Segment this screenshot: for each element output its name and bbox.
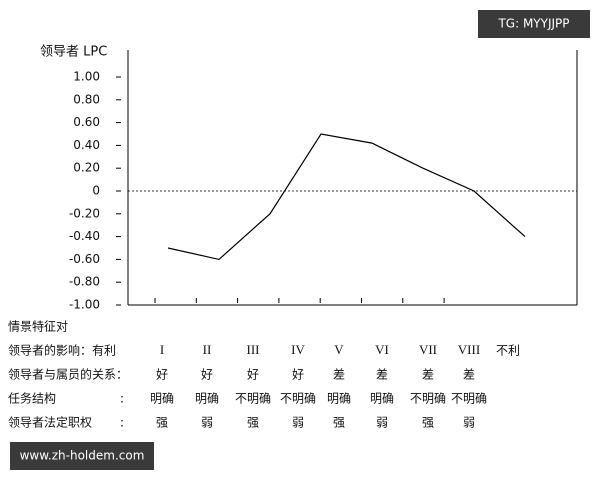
y-tick-label: 0.20 [73, 161, 100, 175]
cell: V [334, 342, 344, 357]
cell: 弱 [201, 416, 213, 430]
cell: 强 [156, 416, 168, 430]
row-sep: : [120, 416, 124, 430]
cell: 弱 [376, 416, 388, 430]
cell: 差 [463, 368, 475, 382]
row-label: 领导者法定职权 [8, 415, 92, 430]
cell: 好 [156, 368, 168, 382]
y-tick-label: -0.40 [69, 229, 100, 243]
cell: 好 [201, 368, 213, 382]
cell: I [160, 342, 164, 357]
cell: VI [375, 342, 389, 357]
cell: 不明确 [410, 392, 446, 406]
y-tick-label: 0.40 [73, 138, 100, 152]
line [167, 133, 526, 261]
cell: 不明确 [451, 392, 487, 406]
row-end: 不利 [496, 344, 520, 358]
y-tick-label: 1.00 [73, 70, 100, 84]
cell: 强 [333, 416, 345, 430]
row-label: 领导者与属员的关系： [8, 367, 128, 382]
watermark: TG: MYYJJPP [497, 17, 569, 31]
y-tick-label: -1.00 [69, 298, 100, 312]
cell: 明确 [327, 392, 351, 406]
cell: 强 [422, 416, 434, 430]
cell: IV [291, 342, 305, 357]
cell: 弱 [292, 416, 304, 430]
cell: 差 [376, 368, 388, 382]
cell: II [203, 342, 212, 357]
cell: 不明确 [235, 392, 271, 406]
cell: 好 [247, 368, 259, 382]
table-title: 情景特征对 [8, 319, 68, 334]
y-tick-label: -0.20 [69, 206, 100, 220]
cell: 明确 [370, 392, 394, 406]
watermark-box [10, 442, 154, 470]
cell: 好 [292, 368, 304, 382]
cell: 不明确 [280, 392, 316, 406]
cell: III [247, 342, 260, 357]
row-label: 领导者的影响：有利 [8, 343, 116, 358]
y-tick-label: -0.80 [69, 275, 100, 289]
cell: 强 [247, 416, 259, 430]
y-axis-label: 领导者 LPC [40, 45, 107, 60]
row-sep: : [120, 392, 124, 406]
y-tick-label: -0.60 [69, 252, 100, 266]
y-tick-label: 0.80 [73, 92, 100, 106]
watermark-box [478, 10, 590, 38]
cell: 弱 [463, 416, 475, 430]
cell: 差 [422, 368, 434, 382]
cell: 明确 [150, 392, 174, 406]
row-label: 任务结构 [8, 391, 56, 406]
y-tick-label: 0.60 [73, 115, 100, 129]
y-tick-label: 0 [92, 184, 100, 198]
cell: VII [419, 342, 437, 357]
cell: VIII [458, 342, 480, 357]
cell: 差 [333, 368, 345, 382]
cell: 明确 [195, 392, 219, 406]
watermark: www.zh-holdem.com [20, 449, 145, 463]
